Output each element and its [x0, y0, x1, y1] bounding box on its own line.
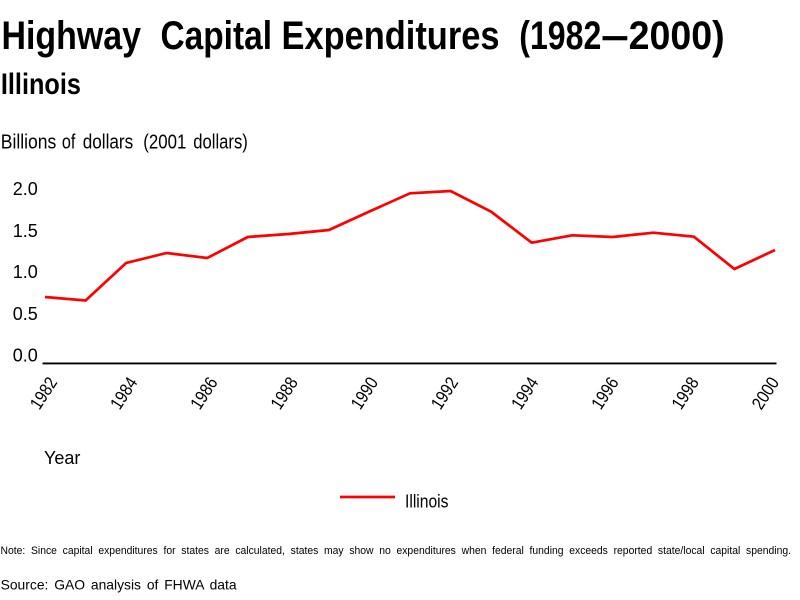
svg-text:Highway Capital Expend: Highway Capital Expenditures (1982 2000)	[2, 14, 725, 58]
svg-text:Source: GAO analysis of FHWA d: Source: GAO analysis of FHWA data	[1, 577, 237, 593]
svg-text:1.5: 1.5	[13, 221, 38, 241]
svg-text:2.0: 2.0	[13, 179, 38, 199]
svg-text:Illinois: Illinois	[1, 68, 81, 101]
svg-text:Illinois: Illinois	[405, 490, 449, 511]
svg-text:Note: Since capital expenditur: Note: Since capital expenditures for sta…	[1, 545, 792, 557]
svg-text:0.5: 0.5	[13, 304, 38, 324]
svg-text:Year: Year	[44, 448, 80, 468]
svg-text:Billions of dollars: Billions of dollars (2001 dollars)	[1, 131, 248, 153]
svg-text:1.0: 1.0	[13, 262, 38, 282]
svg-text:0.0: 0.0	[13, 345, 38, 365]
